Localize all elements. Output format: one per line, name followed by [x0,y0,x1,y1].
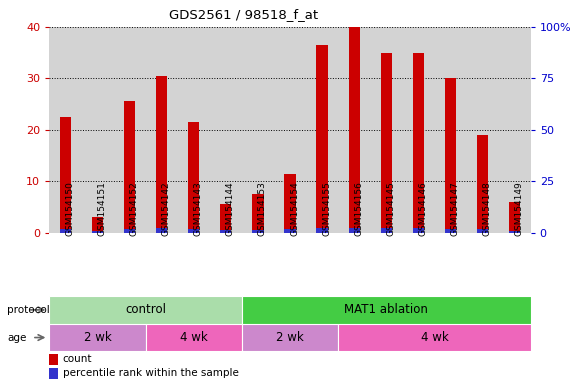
Text: GSM154146: GSM154146 [418,181,427,236]
Bar [380,53,392,233]
Bar [220,230,231,233]
Text: GSM154147: GSM154147 [451,181,459,236]
Bar [477,228,488,233]
Text: GSM154154: GSM154154 [290,181,299,236]
Bar [60,117,71,233]
Text: GSM154151: GSM154151 [97,181,107,236]
Text: GSM154156: GSM154156 [354,181,363,236]
Bar [49,324,146,351]
Text: GSM154148: GSM154148 [483,181,492,236]
Bar [156,76,167,233]
Text: MAT1 ablation: MAT1 ablation [345,303,428,316]
Bar [242,324,338,351]
Bar [349,27,360,233]
Bar [220,204,231,233]
Bar [92,217,103,233]
Text: GSM154142: GSM154142 [162,181,171,236]
Bar [92,231,103,233]
Bar [252,194,263,233]
Bar [317,228,328,233]
Text: 4 wk: 4 wk [420,331,448,344]
Bar [188,122,200,233]
Bar [284,174,296,233]
Text: GSM154152: GSM154152 [129,181,139,236]
Text: GDS2561 / 98518_f_at: GDS2561 / 98518_f_at [169,8,318,21]
Bar [317,45,328,233]
Text: GSM154145: GSM154145 [386,181,396,236]
Text: count: count [63,354,92,364]
Text: GSM154149: GSM154149 [514,181,524,236]
Bar [156,228,167,233]
Bar [413,53,424,233]
Bar [49,296,242,324]
Text: GSM154150: GSM154150 [66,181,74,236]
Bar [445,78,456,233]
Text: GSM154144: GSM154144 [226,181,235,236]
Bar [413,228,424,233]
Bar [146,324,242,351]
Text: 2 wk: 2 wk [84,331,111,344]
Bar [445,228,456,233]
Text: GSM154143: GSM154143 [194,181,203,236]
Text: 2 wk: 2 wk [276,331,304,344]
Bar [60,228,71,233]
Bar [188,228,200,233]
Bar [338,324,531,351]
Text: GSM154153: GSM154153 [258,181,267,236]
Bar [284,228,296,233]
Text: 4 wk: 4 wk [180,331,208,344]
Text: protocol: protocol [8,305,50,315]
Bar [509,231,520,233]
Bar [477,135,488,233]
Text: GSM154155: GSM154155 [322,181,331,236]
Text: age: age [8,333,27,343]
Bar [124,228,135,233]
Text: percentile rank within the sample: percentile rank within the sample [63,368,238,378]
Bar [349,228,360,233]
Text: control: control [125,303,166,316]
Bar [509,202,520,233]
Bar [252,230,263,233]
Bar [380,228,392,233]
Bar [124,101,135,233]
Bar [242,296,531,324]
